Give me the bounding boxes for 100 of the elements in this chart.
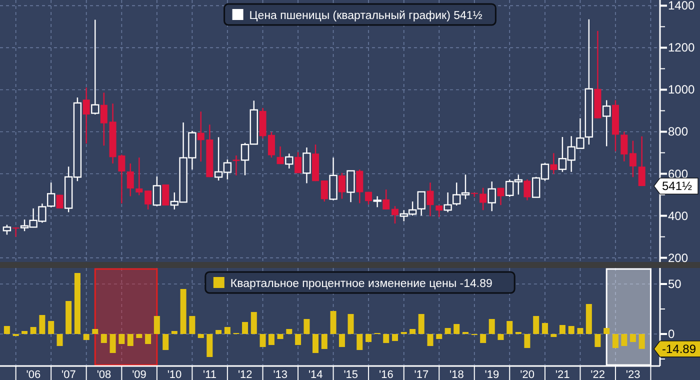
bar xyxy=(612,334,618,348)
bar xyxy=(277,334,284,339)
y-tick-label: 800 xyxy=(668,124,688,139)
candlestick xyxy=(444,192,452,213)
annotation: 541½ xyxy=(662,179,692,194)
x-tick-label: '15 xyxy=(344,369,358,380)
candlestick xyxy=(294,152,302,174)
bar xyxy=(480,334,486,343)
candlestick xyxy=(285,152,294,170)
candlestick xyxy=(232,154,240,176)
legend-label: Цена пшеницы (квартальный график) 541½ xyxy=(249,10,483,22)
candlestick xyxy=(620,131,628,162)
x-tick-label: '11 xyxy=(202,369,217,380)
candlestick xyxy=(162,184,170,206)
bar xyxy=(39,315,46,334)
bar xyxy=(630,334,636,342)
candlestick xyxy=(100,92,108,146)
candlestick xyxy=(338,172,346,200)
bar xyxy=(286,329,292,334)
candlestick xyxy=(426,182,434,217)
candlestick xyxy=(382,188,390,210)
x-tick-label: '09 xyxy=(132,369,146,380)
bar xyxy=(330,311,336,334)
bar xyxy=(268,334,274,345)
bar xyxy=(586,304,592,334)
x-tick-label: '06 xyxy=(26,369,41,380)
bar xyxy=(250,312,257,334)
y-tick-label: 200 xyxy=(668,250,688,265)
bar xyxy=(48,321,54,334)
bar xyxy=(621,334,628,346)
bar xyxy=(321,334,328,349)
candlestick xyxy=(346,170,355,203)
bar xyxy=(304,319,310,334)
bar xyxy=(418,314,424,334)
bar xyxy=(568,326,574,334)
candlestick xyxy=(152,176,162,207)
bar xyxy=(118,334,125,344)
bar xyxy=(312,334,319,353)
bar xyxy=(56,334,63,346)
bar xyxy=(348,314,354,334)
bar xyxy=(4,326,10,334)
bar xyxy=(154,316,160,334)
bar xyxy=(604,328,610,334)
bar xyxy=(260,334,266,347)
candlestick xyxy=(356,168,364,204)
candlestick xyxy=(365,191,372,206)
bar xyxy=(189,316,196,334)
candlestick xyxy=(497,187,504,206)
bar xyxy=(356,334,363,350)
x-tick-label: '20 xyxy=(520,369,534,380)
x-tick-label: '18 xyxy=(450,369,464,380)
candlestick xyxy=(276,146,284,165)
bar xyxy=(171,331,178,334)
bar xyxy=(180,289,186,334)
bar xyxy=(488,319,495,334)
legend-label: Квартальное процентное изменение цены -14.89 xyxy=(230,278,492,290)
bar xyxy=(436,334,442,339)
bar xyxy=(444,328,451,334)
bar xyxy=(454,324,460,334)
candlestick xyxy=(136,156,143,196)
bar xyxy=(92,329,98,334)
bar xyxy=(506,321,513,334)
x-tick-label: '22 xyxy=(590,369,605,380)
candlestick xyxy=(12,226,20,238)
x-tick-label: '17 xyxy=(414,369,429,380)
bar xyxy=(206,334,213,357)
candlestick xyxy=(56,194,64,210)
x-tick-label: '16 xyxy=(379,369,394,380)
bar xyxy=(366,334,372,342)
candlestick xyxy=(602,100,611,147)
x-tick-label: '10 xyxy=(167,369,182,380)
candlestick xyxy=(629,140,636,178)
candlestick xyxy=(417,191,426,216)
bar xyxy=(224,327,230,334)
x-tick-label: '12 xyxy=(238,369,252,380)
bar xyxy=(74,273,80,334)
candlestick xyxy=(2,224,12,236)
x-tick-label: '08 xyxy=(96,369,112,380)
bar xyxy=(383,334,390,343)
x-tick-label: '23 xyxy=(626,369,640,380)
x-tick-label: '13 xyxy=(273,369,288,380)
candlestick xyxy=(91,19,100,116)
bar xyxy=(83,334,90,340)
y-tick-label: 600 xyxy=(668,166,688,181)
candlestick xyxy=(126,162,134,197)
bar xyxy=(392,334,398,341)
candlestick xyxy=(302,146,311,184)
bar xyxy=(295,334,302,345)
bar xyxy=(594,334,601,347)
bar xyxy=(524,334,530,348)
text: -14.89 xyxy=(662,342,696,356)
candlestick xyxy=(638,136,646,187)
candlestick xyxy=(488,180,496,212)
bar xyxy=(577,328,584,334)
bar xyxy=(638,334,645,349)
bar xyxy=(162,334,169,350)
bar xyxy=(559,325,566,334)
bar xyxy=(30,327,36,334)
x-tick-label: '14 xyxy=(308,369,323,380)
candlestick xyxy=(391,206,398,224)
